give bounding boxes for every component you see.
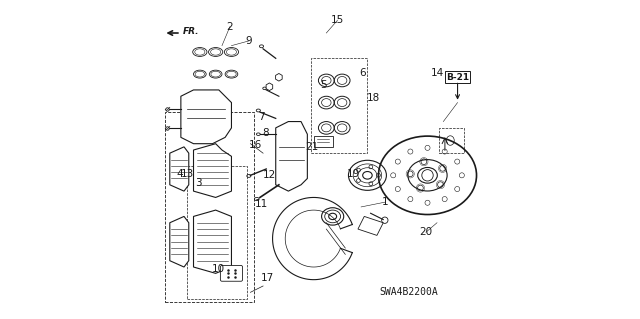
- Text: 4: 4: [176, 169, 182, 179]
- Text: 9: 9: [246, 36, 252, 46]
- Text: 2: 2: [227, 22, 233, 32]
- Text: 16: 16: [248, 140, 262, 150]
- Polygon shape: [181, 90, 232, 144]
- Text: 7: 7: [258, 112, 265, 122]
- Text: B-21: B-21: [446, 73, 469, 82]
- Polygon shape: [276, 122, 307, 191]
- Bar: [187, 166, 247, 299]
- Polygon shape: [170, 147, 189, 191]
- Bar: [438, 128, 464, 153]
- Polygon shape: [358, 216, 383, 235]
- Text: 18: 18: [367, 93, 380, 103]
- Bar: [165, 112, 253, 302]
- Text: 1: 1: [381, 197, 388, 207]
- Polygon shape: [170, 216, 189, 267]
- Text: 15: 15: [331, 15, 344, 26]
- Text: 21: 21: [305, 143, 318, 152]
- Text: 13: 13: [181, 169, 195, 179]
- Polygon shape: [193, 144, 232, 197]
- Text: 3: 3: [195, 178, 202, 188]
- Bar: [310, 58, 367, 153]
- Text: FR.: FR.: [182, 27, 199, 36]
- Text: 6: 6: [360, 68, 366, 78]
- Text: 8: 8: [262, 128, 269, 137]
- Text: 17: 17: [261, 273, 275, 283]
- Text: 11: 11: [255, 199, 268, 209]
- Text: 12: 12: [263, 170, 276, 180]
- FancyBboxPatch shape: [220, 265, 243, 281]
- Bar: [314, 136, 333, 147]
- Text: 19: 19: [348, 169, 360, 179]
- Text: 14: 14: [431, 68, 444, 78]
- Text: SWA4B2200A: SWA4B2200A: [379, 287, 438, 297]
- Text: 20: 20: [419, 227, 433, 237]
- Polygon shape: [193, 210, 232, 273]
- Text: 10: 10: [212, 263, 225, 274]
- Text: 5: 5: [320, 80, 326, 90]
